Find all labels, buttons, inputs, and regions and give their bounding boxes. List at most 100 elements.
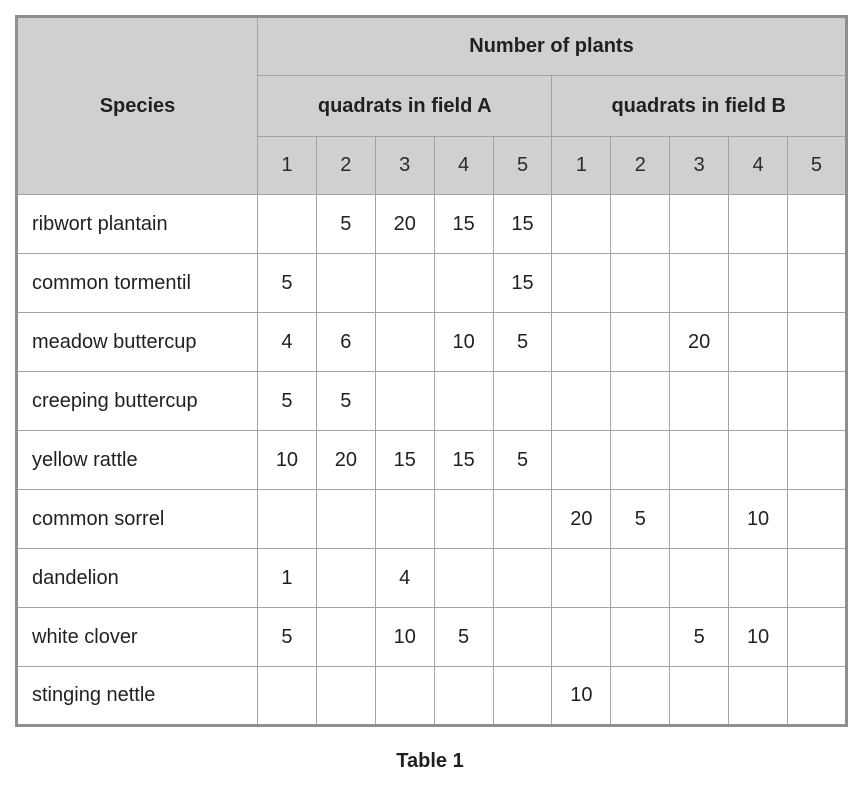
value-cell: 5 bbox=[492, 312, 553, 372]
species-cell: common sorrel bbox=[16, 489, 258, 549]
value-cell bbox=[669, 430, 730, 490]
value-cell bbox=[374, 489, 435, 549]
value-cell bbox=[433, 548, 494, 608]
value-cell bbox=[433, 666, 494, 726]
table-row: white clover 5 10 5 5 10 bbox=[16, 607, 847, 667]
value-cell: 20 bbox=[374, 194, 435, 254]
value-cell bbox=[433, 489, 494, 549]
value-cell bbox=[492, 548, 553, 608]
value-cell bbox=[787, 312, 847, 372]
table-row: meadow buttercup 4 6 10 5 20 bbox=[16, 312, 847, 372]
value-cell: 5 bbox=[433, 607, 494, 667]
field-a-header: quadrats in field A bbox=[256, 75, 553, 137]
value-cell: 5 bbox=[610, 489, 671, 549]
value-cell: 15 bbox=[374, 430, 435, 490]
value-cell bbox=[728, 194, 789, 254]
species-cell: yellow rattle bbox=[16, 430, 258, 490]
value-cell bbox=[551, 607, 612, 667]
species-cell: ribwort plantain bbox=[16, 194, 258, 254]
value-cell bbox=[610, 666, 671, 726]
value-cell bbox=[787, 194, 847, 254]
value-cell: 15 bbox=[492, 194, 553, 254]
table-row: yellow rattle 10 20 15 15 5 bbox=[16, 430, 847, 490]
quadrat-col-header-b1: 1 bbox=[551, 136, 612, 195]
value-cell bbox=[257, 666, 317, 726]
table-row: common sorrel 20 5 10 bbox=[16, 489, 847, 549]
table-header: Species Number of plants quadrats in fie… bbox=[16, 16, 847, 195]
value-cell: 6 bbox=[315, 312, 376, 372]
species-cell: meadow buttercup bbox=[16, 312, 258, 372]
value-cell bbox=[315, 253, 376, 313]
value-cell: 5 bbox=[492, 430, 553, 490]
value-cell bbox=[728, 312, 789, 372]
quadrat-col-header-a2: 2 bbox=[315, 136, 376, 195]
species-cell: stinging nettle bbox=[16, 666, 258, 726]
value-cell bbox=[315, 548, 376, 608]
value-cell bbox=[551, 430, 612, 490]
value-cell: 15 bbox=[433, 194, 494, 254]
value-cell: 5 bbox=[669, 607, 730, 667]
value-cell: 5 bbox=[257, 371, 317, 431]
value-cell bbox=[669, 666, 730, 726]
table-row: common tormentil 5 15 bbox=[16, 253, 847, 313]
value-cell: 4 bbox=[374, 548, 435, 608]
table-row: ribwort plantain 5 20 15 15 bbox=[16, 194, 847, 254]
value-cell bbox=[787, 371, 847, 431]
species-cell: white clover bbox=[16, 607, 258, 667]
value-cell bbox=[669, 548, 730, 608]
value-cell bbox=[610, 371, 671, 431]
quadrat-col-header-a1: 1 bbox=[257, 136, 317, 195]
quadrat-col-header-a3: 3 bbox=[374, 136, 435, 195]
value-cell bbox=[728, 253, 789, 313]
value-cell bbox=[787, 430, 847, 490]
table-caption: Table 1 bbox=[396, 750, 464, 772]
value-cell bbox=[492, 371, 553, 431]
value-cell: 5 bbox=[315, 371, 376, 431]
value-cell bbox=[315, 666, 376, 726]
value-cell bbox=[551, 194, 612, 254]
value-cell bbox=[669, 194, 730, 254]
value-cell bbox=[787, 253, 847, 313]
quadrat-col-header-b4: 4 bbox=[728, 136, 789, 195]
plants-table: Species Number of plants quadrats in fie… bbox=[15, 15, 848, 727]
quadrat-col-header-b2: 2 bbox=[610, 136, 671, 195]
value-cell bbox=[551, 371, 612, 431]
value-cell bbox=[374, 312, 435, 372]
value-cell: 4 bbox=[257, 312, 317, 372]
table-body: ribwort plantain 5 20 15 15 common tormentil 5… bbox=[16, 194, 847, 726]
quadrat-col-header-b5: 5 bbox=[787, 136, 847, 195]
value-cell: 20 bbox=[551, 489, 612, 549]
table-row: dandelion 1 4 bbox=[16, 548, 847, 608]
value-cell: 10 bbox=[374, 607, 435, 667]
value-cell bbox=[669, 253, 730, 313]
field-b-header: quadrats in field B bbox=[551, 75, 847, 137]
value-cell bbox=[551, 548, 612, 608]
value-cell bbox=[610, 430, 671, 490]
value-cell bbox=[610, 607, 671, 667]
value-cell bbox=[315, 489, 376, 549]
value-cell bbox=[374, 253, 435, 313]
quadrat-col-header-b3: 3 bbox=[669, 136, 730, 195]
table-row: stinging nettle 10 bbox=[16, 666, 847, 726]
species-cell: creeping buttercup bbox=[16, 371, 258, 431]
value-cell: 15 bbox=[433, 430, 494, 490]
species-cell: common tormentil bbox=[16, 253, 258, 313]
value-cell bbox=[728, 666, 789, 726]
value-cell bbox=[551, 312, 612, 372]
value-cell bbox=[492, 607, 553, 667]
value-cell: 5 bbox=[257, 607, 317, 667]
value-cell bbox=[433, 371, 494, 431]
species-cell: dandelion bbox=[16, 548, 258, 608]
value-cell: 10 bbox=[257, 430, 317, 490]
value-cell bbox=[257, 194, 317, 254]
value-cell bbox=[551, 253, 612, 313]
value-cell bbox=[492, 489, 553, 549]
value-cell bbox=[315, 607, 376, 667]
value-cell bbox=[610, 548, 671, 608]
value-cell: 15 bbox=[492, 253, 553, 313]
value-cell: 5 bbox=[257, 253, 317, 313]
quadrat-col-header-a4: 4 bbox=[433, 136, 494, 195]
value-cell bbox=[787, 607, 847, 667]
value-cell bbox=[433, 253, 494, 313]
